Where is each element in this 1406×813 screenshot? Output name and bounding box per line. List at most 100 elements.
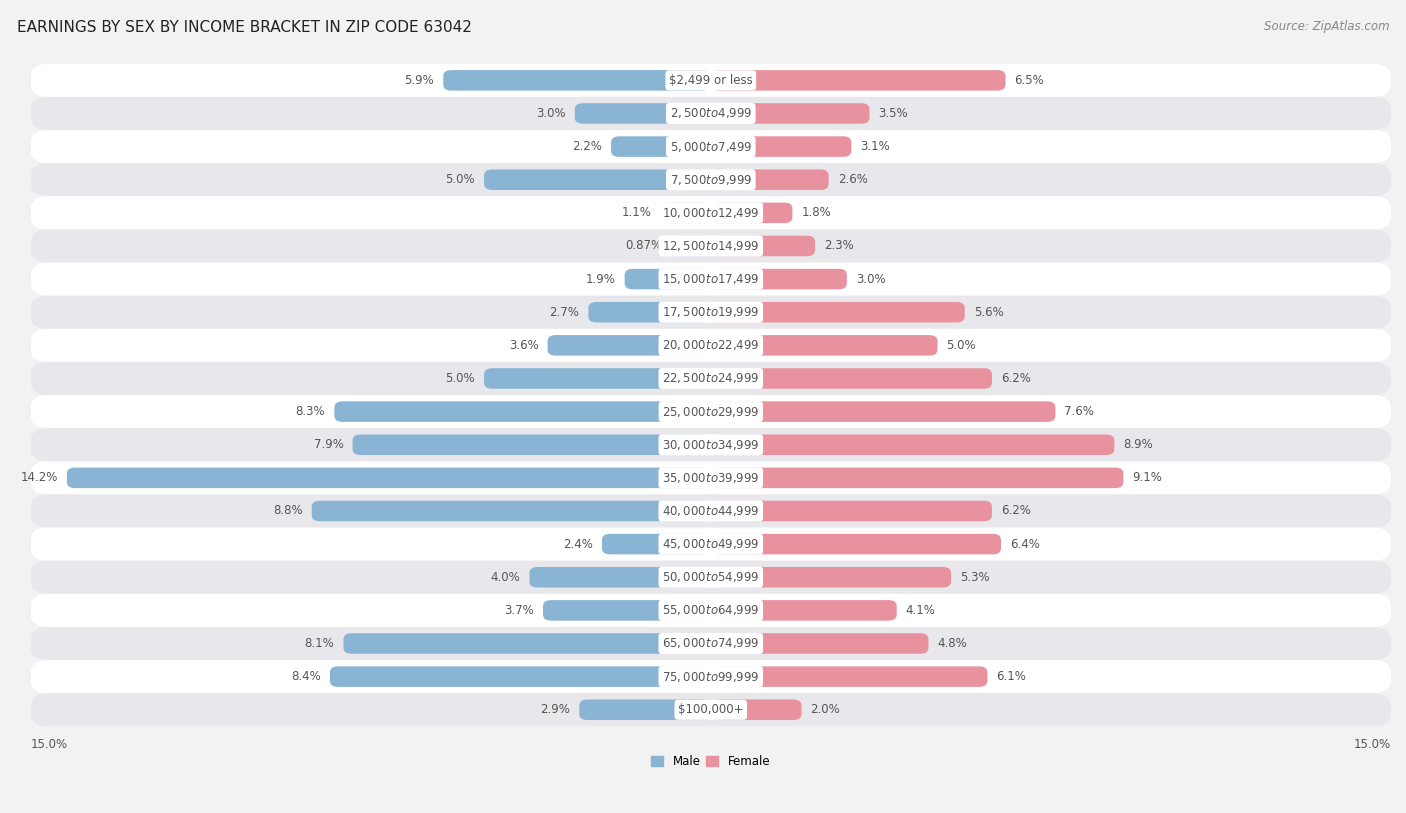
FancyBboxPatch shape — [547, 335, 711, 355]
FancyBboxPatch shape — [612, 137, 711, 157]
Text: 6.1%: 6.1% — [997, 670, 1026, 683]
FancyBboxPatch shape — [711, 534, 1001, 554]
Text: $30,000 to $34,999: $30,000 to $34,999 — [662, 437, 759, 452]
Text: 1.8%: 1.8% — [801, 207, 831, 220]
FancyBboxPatch shape — [31, 395, 1391, 428]
FancyBboxPatch shape — [530, 567, 711, 588]
FancyBboxPatch shape — [711, 368, 993, 389]
Text: 5.0%: 5.0% — [946, 339, 976, 352]
Text: $2,499 or less: $2,499 or less — [669, 74, 752, 87]
Text: 3.5%: 3.5% — [879, 107, 908, 120]
FancyBboxPatch shape — [711, 236, 815, 256]
Text: 9.1%: 9.1% — [1132, 472, 1163, 485]
FancyBboxPatch shape — [711, 103, 869, 124]
Text: 5.6%: 5.6% — [974, 306, 1004, 319]
Text: 2.4%: 2.4% — [562, 537, 593, 550]
Text: 5.0%: 5.0% — [446, 372, 475, 385]
FancyBboxPatch shape — [484, 368, 711, 389]
Text: 4.1%: 4.1% — [905, 604, 935, 617]
Text: EARNINGS BY SEX BY INCOME BRACKET IN ZIP CODE 63042: EARNINGS BY SEX BY INCOME BRACKET IN ZIP… — [17, 20, 472, 35]
Text: 2.6%: 2.6% — [838, 173, 868, 186]
FancyBboxPatch shape — [31, 627, 1391, 660]
FancyBboxPatch shape — [711, 600, 897, 620]
FancyBboxPatch shape — [31, 296, 1391, 328]
Text: 15.0%: 15.0% — [31, 738, 67, 751]
FancyBboxPatch shape — [31, 97, 1391, 130]
FancyBboxPatch shape — [31, 63, 1391, 97]
Text: $45,000 to $49,999: $45,000 to $49,999 — [662, 537, 759, 551]
Text: 3.0%: 3.0% — [536, 107, 565, 120]
FancyBboxPatch shape — [31, 328, 1391, 362]
FancyBboxPatch shape — [602, 534, 711, 554]
FancyBboxPatch shape — [711, 667, 987, 687]
Text: 3.0%: 3.0% — [856, 272, 886, 285]
FancyBboxPatch shape — [575, 103, 711, 124]
FancyBboxPatch shape — [31, 196, 1391, 229]
FancyBboxPatch shape — [484, 169, 711, 190]
Text: 2.2%: 2.2% — [572, 140, 602, 153]
Text: 1.9%: 1.9% — [586, 272, 616, 285]
FancyBboxPatch shape — [579, 699, 711, 720]
Text: 6.5%: 6.5% — [1015, 74, 1045, 87]
FancyBboxPatch shape — [711, 501, 993, 521]
Text: 2.7%: 2.7% — [550, 306, 579, 319]
FancyBboxPatch shape — [330, 667, 711, 687]
FancyBboxPatch shape — [711, 467, 1123, 488]
Text: $22,500 to $24,999: $22,500 to $24,999 — [662, 372, 759, 385]
Text: 6.2%: 6.2% — [1001, 372, 1031, 385]
FancyBboxPatch shape — [353, 434, 711, 455]
FancyBboxPatch shape — [67, 467, 711, 488]
Text: $15,000 to $17,499: $15,000 to $17,499 — [662, 272, 759, 286]
Text: $5,000 to $7,499: $5,000 to $7,499 — [669, 140, 752, 154]
FancyBboxPatch shape — [711, 269, 846, 289]
Text: 5.0%: 5.0% — [446, 173, 475, 186]
Text: $10,000 to $12,499: $10,000 to $12,499 — [662, 206, 759, 220]
Text: 0.87%: 0.87% — [626, 240, 662, 253]
Text: 8.4%: 8.4% — [291, 670, 321, 683]
FancyBboxPatch shape — [31, 494, 1391, 528]
Text: 14.2%: 14.2% — [21, 472, 58, 485]
Text: $55,000 to $64,999: $55,000 to $64,999 — [662, 603, 759, 617]
FancyBboxPatch shape — [443, 70, 711, 90]
FancyBboxPatch shape — [31, 561, 1391, 593]
Text: 4.8%: 4.8% — [938, 637, 967, 650]
Text: 3.1%: 3.1% — [860, 140, 890, 153]
FancyBboxPatch shape — [711, 335, 938, 355]
Text: $20,000 to $22,499: $20,000 to $22,499 — [662, 338, 759, 352]
Text: 1.1%: 1.1% — [621, 207, 652, 220]
FancyBboxPatch shape — [661, 202, 711, 223]
Text: 8.3%: 8.3% — [295, 405, 325, 418]
Text: 8.1%: 8.1% — [305, 637, 335, 650]
Text: $2,500 to $4,999: $2,500 to $4,999 — [669, 107, 752, 120]
FancyBboxPatch shape — [31, 693, 1391, 726]
Text: $100,000+: $100,000+ — [678, 703, 744, 716]
Text: 5.9%: 5.9% — [405, 74, 434, 87]
FancyBboxPatch shape — [31, 528, 1391, 561]
Text: 3.7%: 3.7% — [505, 604, 534, 617]
Text: $35,000 to $39,999: $35,000 to $39,999 — [662, 471, 759, 485]
FancyBboxPatch shape — [31, 461, 1391, 494]
Text: 6.4%: 6.4% — [1010, 537, 1040, 550]
Text: $25,000 to $29,999: $25,000 to $29,999 — [662, 405, 759, 419]
Text: 2.3%: 2.3% — [824, 240, 853, 253]
FancyBboxPatch shape — [31, 362, 1391, 395]
Text: $40,000 to $44,999: $40,000 to $44,999 — [662, 504, 759, 518]
FancyBboxPatch shape — [343, 633, 711, 654]
Text: $75,000 to $99,999: $75,000 to $99,999 — [662, 670, 759, 684]
Text: $65,000 to $74,999: $65,000 to $74,999 — [662, 637, 759, 650]
FancyBboxPatch shape — [711, 567, 950, 588]
FancyBboxPatch shape — [335, 402, 711, 422]
FancyBboxPatch shape — [31, 163, 1391, 196]
Text: 7.6%: 7.6% — [1064, 405, 1094, 418]
Text: Source: ZipAtlas.com: Source: ZipAtlas.com — [1264, 20, 1389, 33]
Text: 2.0%: 2.0% — [810, 703, 841, 716]
Text: 4.0%: 4.0% — [491, 571, 520, 584]
FancyBboxPatch shape — [711, 434, 1115, 455]
FancyBboxPatch shape — [711, 302, 965, 323]
Text: 2.9%: 2.9% — [540, 703, 571, 716]
Legend: Male, Female: Male, Female — [651, 755, 770, 768]
FancyBboxPatch shape — [31, 660, 1391, 693]
FancyBboxPatch shape — [31, 130, 1391, 163]
FancyBboxPatch shape — [588, 302, 711, 323]
FancyBboxPatch shape — [711, 137, 852, 157]
